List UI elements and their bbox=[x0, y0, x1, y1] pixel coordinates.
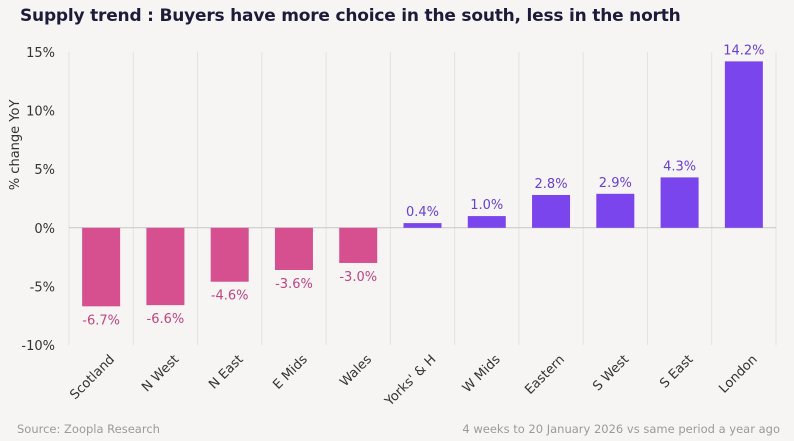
x-tick-label: N East bbox=[206, 352, 246, 392]
bar bbox=[724, 61, 763, 228]
x-tick-label: London bbox=[716, 352, 760, 396]
bar bbox=[660, 177, 699, 228]
y-tick-label: -10% bbox=[21, 339, 55, 354]
bar bbox=[210, 227, 249, 282]
data-label: -3.0% bbox=[339, 270, 377, 285]
data-label: -6.7% bbox=[82, 313, 120, 328]
y-tick-label: 5% bbox=[34, 163, 55, 178]
y-tick-label: -5% bbox=[30, 280, 55, 295]
bar bbox=[274, 227, 313, 270]
bar bbox=[146, 227, 185, 306]
bar bbox=[339, 227, 378, 263]
data-label: 14.2% bbox=[723, 43, 764, 58]
y-tick-label: 0% bbox=[34, 222, 55, 237]
y-tick-label: 15% bbox=[26, 46, 55, 61]
data-label: 0.4% bbox=[406, 205, 439, 220]
data-label: 1.0% bbox=[470, 198, 503, 213]
data-label: -3.6% bbox=[275, 277, 313, 292]
chart-title: Supply trend : Buyers have more choice i… bbox=[20, 6, 681, 26]
x-tick-label: W Mids bbox=[460, 352, 504, 396]
data-label: 2.8% bbox=[535, 177, 568, 192]
source-note: Source: Zoopla Research bbox=[17, 422, 160, 436]
x-tick-label: Yorks' & H bbox=[382, 352, 440, 410]
data-label: -4.6% bbox=[211, 289, 249, 304]
x-tick-label: S West bbox=[590, 352, 632, 394]
bar bbox=[532, 194, 571, 228]
x-tick-label: Scotland bbox=[67, 352, 118, 403]
period-note: 4 weeks to 20 January 2026 vs same perio… bbox=[462, 422, 780, 436]
x-tick-label: Eastern bbox=[522, 352, 568, 398]
data-label: -6.6% bbox=[147, 312, 185, 327]
data-label: 2.9% bbox=[599, 176, 632, 191]
x-tick-label: S East bbox=[657, 352, 696, 391]
data-label: 4.3% bbox=[663, 159, 696, 174]
bar bbox=[467, 216, 506, 228]
bar bbox=[596, 193, 635, 228]
x-tick-label: E Mids bbox=[270, 352, 311, 393]
bar bbox=[82, 227, 121, 307]
x-tick-label: Wales bbox=[337, 352, 375, 390]
y-tick-label: 10% bbox=[26, 105, 55, 120]
bar bbox=[403, 223, 442, 228]
x-tick-label: N West bbox=[139, 352, 182, 395]
y-axis-label: % change YoY bbox=[8, 100, 23, 191]
